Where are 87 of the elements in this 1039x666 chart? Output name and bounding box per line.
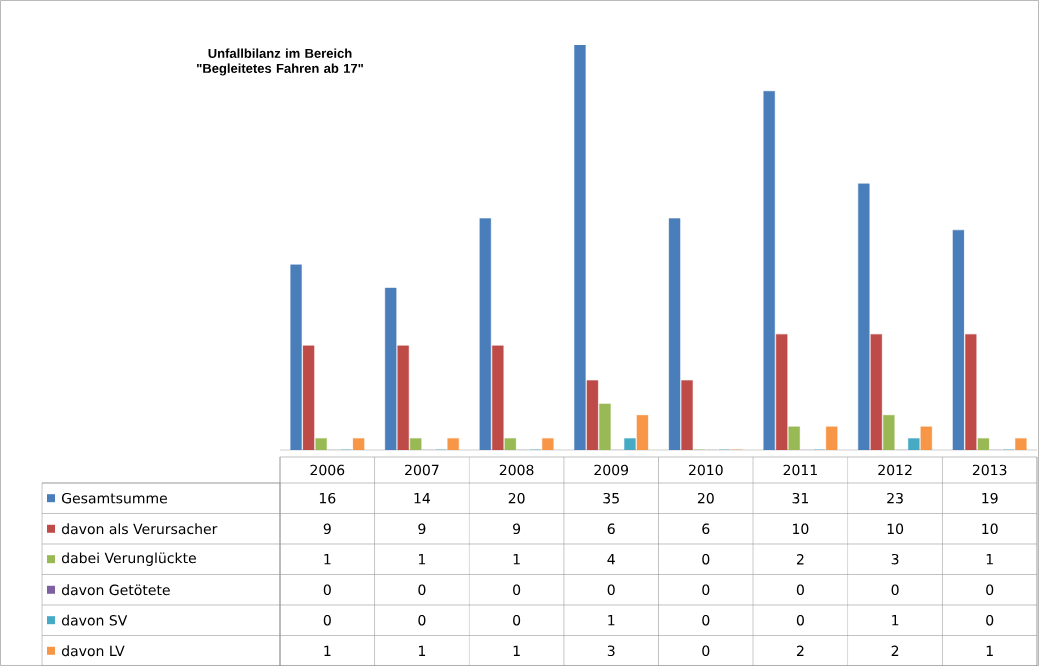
bar <box>788 426 800 450</box>
data-label: 1 <box>892 615 899 626</box>
data-label: 0 <box>418 584 426 596</box>
x-tick-label: 2010 <box>689 464 723 476</box>
data-label: 31 <box>792 492 809 504</box>
data-label: 3 <box>607 645 615 657</box>
data-label: 1 <box>608 615 615 626</box>
bar <box>977 438 990 450</box>
data-label: 20 <box>508 492 525 504</box>
data-label: 0 <box>702 645 710 657</box>
data-label: 0 <box>513 614 521 626</box>
legend-label: davon SV <box>61 614 128 626</box>
data-label: 9 <box>323 523 331 535</box>
data-label: 0 <box>796 584 804 596</box>
data-label: 23 <box>887 492 903 504</box>
bar <box>883 415 895 450</box>
bar <box>624 438 636 450</box>
data-label: 10 <box>982 523 998 535</box>
bar <box>315 438 327 450</box>
data-label: 0 <box>891 584 899 596</box>
bar <box>952 229 965 450</box>
legend-label: davon Getötete <box>61 584 170 596</box>
bar <box>668 218 681 450</box>
data-label: 1 <box>986 645 993 656</box>
data-label: 35 <box>603 492 619 504</box>
data-label: 1 <box>513 645 520 656</box>
data-label: 0 <box>323 584 331 596</box>
bar <box>858 183 870 450</box>
bar <box>908 438 920 450</box>
data-label: 20 <box>697 492 714 504</box>
data-label: 0 <box>796 614 804 626</box>
data-label: 2 <box>796 553 804 565</box>
data-label: 1 <box>324 554 331 565</box>
bar <box>636 415 649 450</box>
data-label: 10 <box>793 523 809 535</box>
data-label: 16 <box>319 492 336 504</box>
bar <box>920 426 933 450</box>
bar <box>384 287 397 450</box>
data-label: 19 <box>982 492 998 504</box>
bar <box>409 438 422 450</box>
data-label: 0 <box>986 584 994 596</box>
x-tick-label: 2007 <box>405 464 439 476</box>
data-label: 4 <box>607 554 615 565</box>
data-label: 6 <box>702 523 710 535</box>
legend-label: davon als Verursacher <box>61 523 218 535</box>
bar <box>825 426 838 450</box>
data-label: 1 <box>986 554 993 565</box>
data-label: 9 <box>418 523 426 535</box>
data-label: 1 <box>418 645 426 656</box>
data-label: 0 <box>607 584 615 596</box>
x-tick-label: 2013 <box>972 464 1007 476</box>
x-tick-label: 2011 <box>783 464 817 476</box>
bar <box>504 438 517 450</box>
data-label: 6 <box>607 523 615 535</box>
data-label: 0 <box>702 614 710 626</box>
data-label: 1 <box>513 554 520 565</box>
x-tick-label: 2008 <box>499 464 534 476</box>
data-label: 0 <box>702 584 710 596</box>
data-label: 0 <box>702 553 710 565</box>
data-label: 9 <box>513 523 521 535</box>
bar <box>1015 438 1027 450</box>
x-tick-label: 2006 <box>310 464 345 476</box>
data-label: 0 <box>418 614 426 626</box>
bar <box>574 44 586 450</box>
data-label: 2 <box>796 645 804 656</box>
legend-label: davon LV <box>61 645 125 657</box>
bar <box>763 91 775 450</box>
bar <box>290 264 302 450</box>
legend-label: Gesamtsumme <box>61 492 167 504</box>
x-tick-label: 2009 <box>594 464 629 476</box>
data-label: 1 <box>324 645 331 656</box>
data-label: 1 <box>418 554 426 565</box>
bar <box>447 438 459 450</box>
data-label: 0 <box>986 614 994 626</box>
bar <box>352 438 365 450</box>
data-label: 3 <box>891 553 899 565</box>
bar <box>599 403 611 450</box>
x-tick-label: 2012 <box>878 464 912 476</box>
legend-label: dabei Verunglückte <box>61 552 196 566</box>
bar <box>542 438 554 450</box>
bar <box>479 218 492 450</box>
data-label: 0 <box>323 614 331 626</box>
data-label: 10 <box>887 523 904 535</box>
data-label: 2 <box>891 645 899 656</box>
data-label: 14 <box>414 493 431 504</box>
data-label: 0 <box>513 584 521 596</box>
text: Unfallbilanz im Bereich "Begleitetes Fahren ab 17" <box>197 48 363 76</box>
